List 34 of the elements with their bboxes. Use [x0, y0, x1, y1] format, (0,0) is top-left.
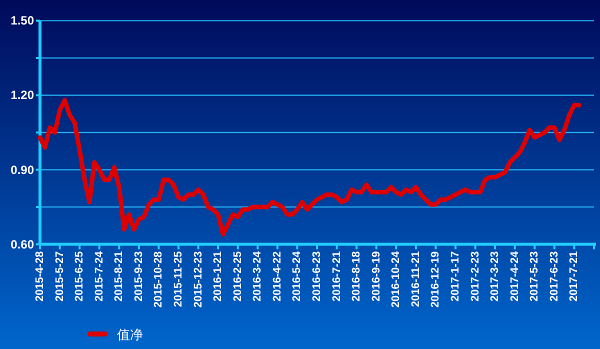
x-tick-label: 2017-7-21 [568, 251, 580, 302]
x-tick-label: 2015-10-28 [152, 251, 165, 308]
y-tick-label: 1.20 [10, 88, 34, 102]
x-tick-label: 2017-6-23 [548, 251, 560, 302]
x-tick-label: 2015-4-28 [34, 251, 46, 302]
legend: 值净 [88, 328, 143, 343]
y-tick-label: 0.90 [10, 162, 34, 177]
x-tick-label: 2017-3-23 [489, 251, 502, 302]
x-tick-label: 2017-1-17 [450, 251, 462, 302]
x-tick-label: 2016-6-23 [311, 251, 323, 302]
x-tick-label: 2016-3-24 [252, 250, 264, 302]
x-tick-label: 2016-10-24 [390, 250, 402, 308]
y-tick-label: 1.50 [10, 14, 34, 28]
x-tick-label: 2016-4-22 [271, 251, 284, 302]
x-tick-label: 2017-4-24 [508, 250, 521, 302]
x-tick-label: 2015-8-21 [113, 251, 126, 302]
x-tick-label: 2016-2-25 [232, 251, 244, 302]
x-tick-label: 2016-5-24 [291, 250, 304, 302]
x-tick-label: 2016-11-21 [410, 251, 422, 307]
x-tick-label: 2015-7-24 [93, 250, 106, 302]
x-tick-label: 2016-1-21 [212, 251, 224, 302]
x-tick-label: 2015-11-25 [172, 251, 184, 307]
x-tick-label: 2015-12-23 [192, 251, 204, 308]
x-tick-label: 2016-7-21 [330, 251, 343, 302]
x-tick-label: 2017-5-23 [528, 251, 541, 302]
x-tick-label: 2015-6-25 [74, 251, 86, 302]
x-tick-label: 2015-9-23 [132, 251, 145, 302]
x-tick-label: 2015-5-27 [54, 251, 66, 302]
x-tick-label: 2017-2-23 [469, 251, 482, 302]
legend-label: 值净 [117, 328, 143, 343]
x-tick-label: 2016-9-19 [370, 251, 382, 302]
x-tick-label: 2016-8-18 [350, 251, 363, 302]
x-tick-label: 2016-12-19 [430, 251, 442, 308]
y-tick-label: 0.60 [10, 237, 34, 252]
